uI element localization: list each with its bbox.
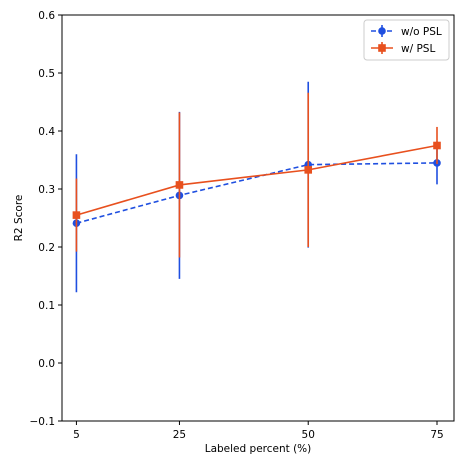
y-tick-label: 0.5 [38, 68, 55, 80]
x-tick-label: 75 [430, 429, 443, 441]
x-tick-label: 50 [302, 429, 315, 441]
x-axis: 5 25 50 75 [73, 421, 444, 441]
y-tick-label: 0.6 [38, 10, 55, 22]
y-tick-label: −0.1 [30, 416, 56, 428]
data-point [72, 211, 81, 219]
x-tick-label: 25 [173, 429, 186, 441]
legend-marker-wo-psl [378, 27, 386, 35]
legend-label-wo-psl: w/o PSL [401, 26, 442, 38]
series-line [76, 162, 438, 224]
y-axis: −0.1 0.0 0.1 0.2 0.3 0.4 0.5 0.6 [30, 10, 62, 428]
series-w-psl [72, 92, 441, 258]
y-tick-label: 0.1 [38, 300, 55, 312]
series-line [76, 144, 438, 216]
legend-label-w-psl: w/ PSL [401, 43, 435, 55]
x-tick-label: 5 [73, 429, 80, 441]
y-tick-label: 0.0 [38, 358, 55, 370]
series-layer [72, 81, 441, 293]
y-axis-label: R2 Score [13, 195, 25, 242]
legend-marker-w-psl [378, 44, 386, 52]
data-point [175, 181, 184, 189]
y-tick-label: 0.4 [38, 126, 55, 138]
data-point [433, 141, 441, 150]
data-point [304, 166, 313, 174]
legend: w/o PSL w/ PSL [363, 19, 450, 61]
x-axis-label: Labeled percent (%) [205, 443, 312, 455]
y-tick-label: 0.3 [38, 184, 55, 196]
plot-area [61, 14, 455, 422]
y-tick-label: 0.2 [38, 242, 55, 254]
